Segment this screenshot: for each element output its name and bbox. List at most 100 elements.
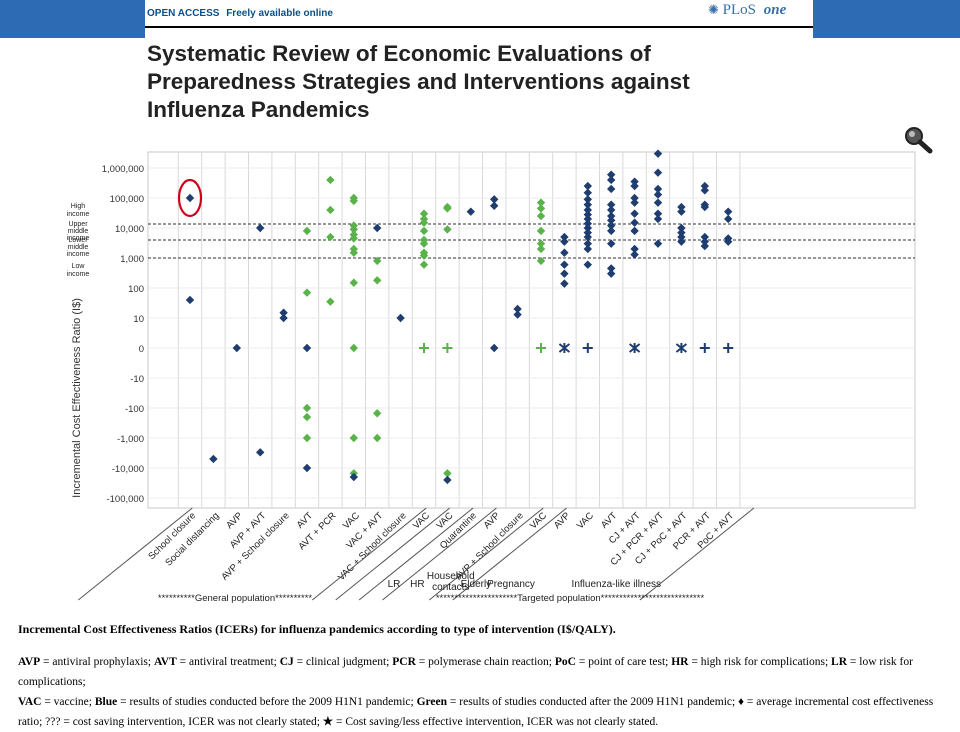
data-point-star bbox=[628, 343, 641, 353]
data-point bbox=[232, 343, 241, 353]
data-point bbox=[326, 205, 335, 215]
data-point bbox=[607, 211, 616, 221]
data-point bbox=[583, 239, 592, 248]
data-point bbox=[513, 304, 522, 314]
income-band-label: income bbox=[67, 251, 90, 258]
data-point bbox=[607, 216, 616, 225]
caption-line1-seg-6: PCR bbox=[392, 656, 416, 668]
data-point bbox=[630, 177, 639, 186]
data-point bbox=[536, 239, 546, 248]
data-point bbox=[560, 279, 569, 288]
caption-line2-seg-3: = results of studies conducted before th… bbox=[117, 696, 417, 708]
data-point bbox=[419, 239, 429, 248]
data-point bbox=[653, 168, 663, 177]
data-point-star bbox=[675, 343, 688, 353]
y-tick-label: -10,000 bbox=[112, 464, 144, 475]
data-point bbox=[256, 223, 265, 233]
group-separator-line bbox=[311, 507, 427, 601]
y-tick-label: 100,000 bbox=[110, 194, 144, 205]
group-label: Household bbox=[427, 571, 475, 582]
data-point bbox=[490, 343, 499, 353]
group-label: Influenza-like illness bbox=[572, 579, 662, 590]
group-separator-line bbox=[428, 507, 544, 601]
data-point bbox=[185, 193, 195, 203]
caption-line1-seg-3: = antiviral treatment; bbox=[176, 656, 280, 668]
y-tick-label: 100 bbox=[128, 284, 144, 295]
caption-line2-seg-4: Green bbox=[416, 696, 448, 708]
y-tick-label: 10 bbox=[133, 314, 144, 325]
data-point bbox=[607, 184, 616, 194]
data-point bbox=[302, 403, 312, 413]
income-band-label: income bbox=[67, 271, 90, 278]
y-tick-label: 1,000,000 bbox=[102, 164, 144, 175]
data-point bbox=[583, 188, 592, 197]
group-separator-line bbox=[358, 507, 474, 601]
data-point bbox=[607, 226, 616, 236]
data-point bbox=[536, 226, 546, 236]
population-label: **********************Targeted populatio… bbox=[436, 593, 705, 604]
data-point bbox=[724, 207, 733, 216]
plos-logo-icon: ✺ bbox=[708, 2, 719, 17]
data-point bbox=[536, 256, 546, 266]
data-point bbox=[443, 225, 452, 234]
data-point bbox=[630, 209, 639, 218]
data-point bbox=[630, 250, 639, 259]
data-point bbox=[653, 214, 663, 224]
caption-line2-seg-7: = average incremental cost effectiveness bbox=[743, 696, 934, 708]
data-point-plus bbox=[442, 343, 453, 353]
header-blue-bar-left bbox=[0, 0, 145, 38]
caption-line1-seg-11: = high risk for complications; bbox=[688, 656, 832, 668]
data-point bbox=[630, 218, 639, 227]
figure-caption-title: Incremental Cost Effectiveness Ratios (I… bbox=[18, 622, 616, 636]
data-point-plus bbox=[419, 343, 429, 353]
y-tick-label: -10 bbox=[130, 374, 144, 385]
data-point bbox=[326, 175, 335, 185]
data-point bbox=[653, 239, 663, 248]
y-tick-label: 10,000 bbox=[115, 224, 144, 235]
group-separator-line bbox=[382, 507, 497, 601]
caption-line1-seg-8: PoC bbox=[554, 656, 576, 668]
data-point bbox=[700, 181, 709, 191]
data-point bbox=[653, 149, 663, 158]
data-point bbox=[349, 225, 358, 234]
caption-line1-seg-10: HR bbox=[671, 656, 689, 668]
data-point bbox=[583, 210, 592, 219]
data-point bbox=[607, 221, 616, 230]
caption-line1-seg-4: CJ bbox=[279, 656, 294, 668]
data-point bbox=[349, 278, 358, 287]
data-point bbox=[466, 207, 475, 216]
data-point bbox=[349, 343, 358, 353]
y-tick-label: 1,000 bbox=[120, 254, 144, 265]
data-point bbox=[677, 237, 686, 246]
plos-text: PLoS bbox=[722, 2, 757, 18]
data-point bbox=[373, 433, 382, 443]
data-point bbox=[349, 248, 358, 257]
data-point bbox=[536, 211, 546, 221]
freely-available-text: Freely available online bbox=[226, 8, 333, 19]
data-point bbox=[607, 175, 616, 185]
data-point bbox=[349, 234, 358, 243]
data-point bbox=[677, 223, 686, 233]
y-tick-label: -1,000 bbox=[117, 434, 144, 445]
magnifier-icon[interactable] bbox=[902, 125, 934, 155]
data-point bbox=[349, 196, 358, 206]
data-point bbox=[490, 201, 499, 210]
data-point bbox=[185, 295, 195, 305]
data-point bbox=[302, 463, 312, 473]
caption-line1-seg-5: = clinical judgment; bbox=[293, 656, 393, 668]
data-point bbox=[302, 226, 312, 236]
data-point bbox=[560, 232, 569, 242]
caption-line2-seg-5: = results of studies conducted after the… bbox=[447, 696, 739, 708]
open-access-label: OPEN ACCESS Freely available online bbox=[147, 8, 333, 19]
header-blue-bar-right bbox=[813, 0, 960, 38]
group-label: HR bbox=[410, 579, 424, 590]
data-point bbox=[490, 195, 499, 204]
group-separator-line bbox=[77, 507, 193, 601]
data-point bbox=[373, 409, 382, 418]
caption-line-3: ratio; ??? = cost saving intervention, I… bbox=[18, 712, 953, 732]
data-point bbox=[560, 260, 569, 269]
data-point bbox=[326, 297, 335, 306]
open-access-text: OPEN ACCESS bbox=[147, 8, 220, 19]
caption-line2-seg-6: ♦ bbox=[738, 696, 744, 708]
data-point bbox=[724, 237, 733, 246]
